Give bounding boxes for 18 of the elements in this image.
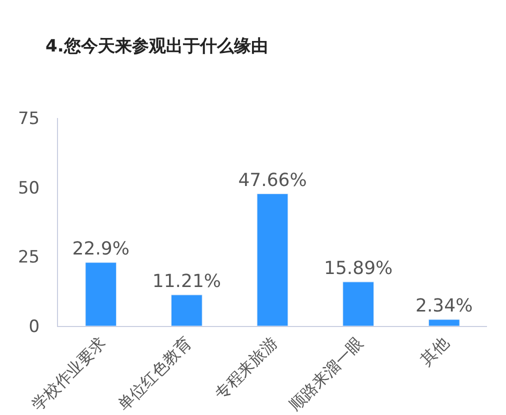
data-label: 15.89% (324, 258, 393, 279)
bar (342, 282, 374, 326)
data-label: 11.21% (152, 270, 222, 292)
y-tick-label: 25 (18, 248, 40, 268)
y-tick-label: 75 (18, 108, 40, 129)
x-tick-label: 单位红色教育 (114, 333, 196, 415)
data-label: 22.9% (72, 238, 130, 260)
x-tick-label: 顺路来溜一眼 (285, 333, 367, 415)
data-label: 47.66% (238, 170, 307, 191)
bar (85, 262, 117, 326)
bar (428, 319, 460, 326)
x-tick-label: 其他 (416, 333, 453, 370)
y-tick-label: 50 (18, 178, 40, 198)
bar (171, 294, 202, 326)
x-tick-label: 专程来旅游 (210, 333, 281, 404)
bar (256, 194, 288, 326)
data-label: 2.34% (416, 296, 473, 317)
chart-title: 4.您今天来参观出于什么缘由 (46, 36, 268, 57)
